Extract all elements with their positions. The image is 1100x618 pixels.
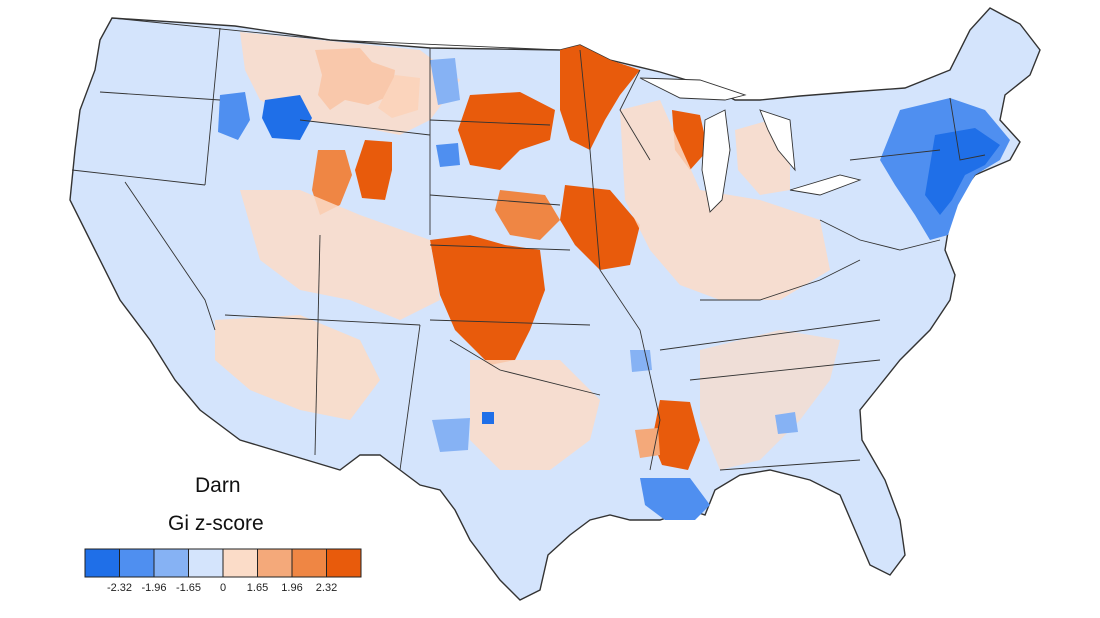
coldspot-idaho-west (218, 92, 250, 140)
legend-swatch-3 (188, 548, 224, 578)
warm-southwest (215, 315, 380, 420)
boundary-mississippi-river (579, 49, 661, 471)
hotspot-mississippi (652, 400, 700, 470)
coldspot-arkansas (630, 350, 652, 372)
legend-title: Gi z-score (168, 512, 264, 535)
legend-tick-label: 1.96 (281, 582, 302, 594)
boundary-ok-tx (449, 339, 601, 396)
hotspot-wyoming-core (355, 140, 392, 200)
boundary-ks-ok (429, 319, 591, 326)
state-boundaries (71, 17, 986, 471)
hotspot-iowa-missouri (560, 185, 640, 270)
warm-texas-oklahoma (470, 360, 600, 470)
warm-midwest (620, 100, 830, 300)
coldspot-clusters (218, 58, 1010, 520)
lake-erie (789, 174, 862, 196)
coldspot-northeast-core (925, 128, 1000, 215)
boundary-nd-sd (429, 119, 551, 126)
hotspot-minnesota (560, 45, 640, 150)
boundary-pa-ny (849, 149, 941, 161)
hotspot-wyoming (312, 150, 352, 215)
boundary-appalachian (819, 219, 941, 251)
boundary-49th-parallel (111, 17, 561, 51)
coldspot-louisiana (640, 478, 710, 520)
boundary-ne-ks (429, 244, 571, 251)
boundary-nm-tx (399, 324, 421, 471)
boundary-ut-az (224, 314, 421, 326)
legend-swatches (84, 548, 362, 578)
legend-swatch-5 (257, 548, 293, 578)
boundary-mn-wi (619, 69, 651, 161)
boundary-ga-fl (719, 459, 861, 471)
boundary-al-ga (689, 359, 881, 381)
us-landmass (69, 7, 1041, 601)
boundary-ohio-river (700, 259, 861, 301)
legend-swatch-2 (153, 548, 189, 578)
warm-southeast (700, 330, 840, 470)
coldspot-north-dakota (430, 58, 460, 105)
great-lakes (639, 77, 862, 213)
hotspot-kansas-oklahoma (430, 235, 545, 365)
coldspot-south-dakota (436, 143, 460, 167)
boundary-new-england (949, 97, 986, 161)
boundary-sd-ne (429, 194, 561, 206)
boundary-mt-wy (299, 119, 431, 136)
legend-tick-label: -2.32 (107, 582, 132, 594)
warm-central-plains (240, 190, 440, 320)
legend-swatch-1 (119, 548, 155, 578)
map-title: Darn (195, 474, 241, 497)
boundary-tn-ky (659, 319, 881, 351)
boundary-wa-or (99, 91, 221, 101)
lake-superior (639, 77, 747, 101)
legend-swatch-7 (326, 548, 362, 578)
hotspot-dakotas (458, 92, 555, 170)
boundary-ca-nv (124, 181, 216, 331)
coldspot-idaho-east (262, 95, 312, 140)
lake-michigan (701, 109, 731, 213)
legend-tick-label: -1.96 (141, 582, 166, 594)
legend-tick-label: 0 (220, 582, 226, 594)
legend-swatch-4 (222, 548, 258, 578)
boundary-idaho-west (204, 27, 221, 186)
lake-huron (759, 109, 796, 172)
boundary-or-ca (71, 169, 206, 186)
coldspot-texas-panhandle (432, 418, 470, 452)
hotspot-nebraska (495, 190, 560, 240)
legend-swatch-6 (291, 548, 327, 578)
boundary-co-nm (314, 234, 321, 456)
legend-tick-label: 2.32 (316, 582, 337, 594)
legend-swatch-0 (84, 548, 120, 578)
color-legend: -2.32 -1.96 -1.65 0 1.65 1.96 2.32 (84, 548, 362, 594)
legend-tick-label: 1.65 (247, 582, 268, 594)
legend-tick-label: -1.65 (176, 582, 201, 594)
coldspot-georgia (775, 412, 798, 434)
legend-ticks: -2.32 -1.96 -1.65 0 1.65 1.96 2.32 (107, 582, 337, 594)
coldspot-texas-core (482, 412, 494, 424)
